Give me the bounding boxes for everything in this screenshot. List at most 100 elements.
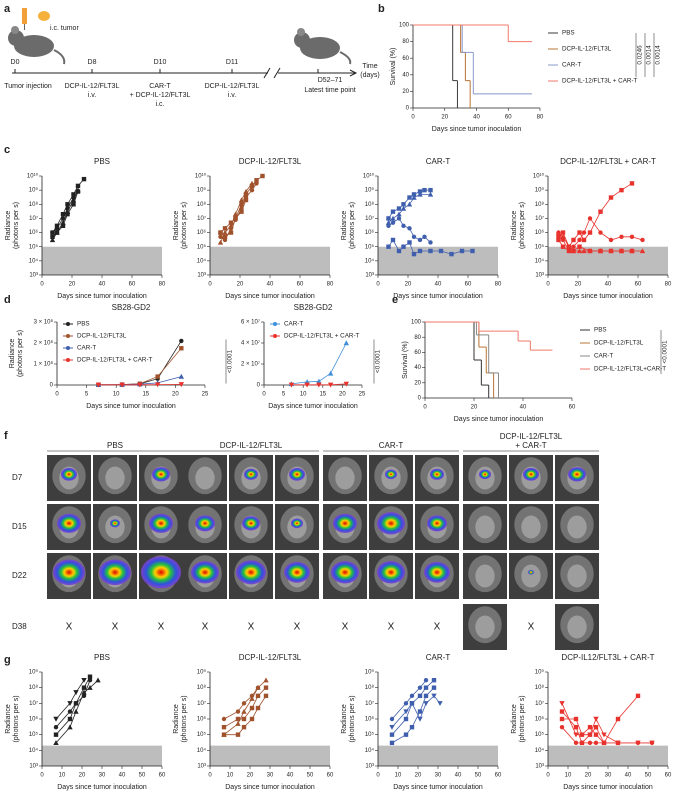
y-tick-label: 80 xyxy=(414,335,421,341)
data-point xyxy=(50,230,55,235)
x-tick-label: 60 xyxy=(665,773,672,779)
data-point xyxy=(640,237,645,243)
data-point xyxy=(316,378,322,384)
x-tick-label: 0 xyxy=(208,773,212,779)
bli-image xyxy=(415,455,459,501)
data-point xyxy=(221,724,227,730)
data-point xyxy=(411,251,417,257)
timeline-day: D0 xyxy=(11,59,20,66)
data-point xyxy=(427,191,434,197)
legend-label: PBS xyxy=(562,30,575,37)
data-point xyxy=(228,230,234,235)
signal-blob xyxy=(568,467,586,482)
data-point xyxy=(431,685,437,690)
y-tick-label: 10⁸ xyxy=(197,684,207,691)
timeline-event-text: DCP-IL-12/FLT3L xyxy=(205,83,260,90)
y-axis-label: Radiance xyxy=(9,339,16,369)
y-axis-label: Radiance xyxy=(341,704,348,734)
data-point xyxy=(629,181,635,186)
data-point xyxy=(593,724,599,730)
signal-blob xyxy=(424,561,450,583)
signal-blob xyxy=(479,469,491,480)
signal-blob xyxy=(195,515,215,532)
data-point xyxy=(559,701,565,707)
y-tick-label: 10⁴ xyxy=(535,747,545,754)
legend-marker xyxy=(66,358,70,362)
series-line xyxy=(558,239,632,252)
x-tick-label: 60 xyxy=(465,282,472,288)
bli-image xyxy=(415,553,459,599)
data-point xyxy=(560,244,566,249)
y-tick-label: 10⁹ xyxy=(365,669,375,676)
day-label: D38 xyxy=(12,622,27,631)
data-point xyxy=(401,202,406,207)
y-axis-label: Radiance xyxy=(341,211,348,241)
data-point xyxy=(154,382,161,388)
data-point xyxy=(417,248,423,254)
data-point xyxy=(81,176,87,182)
data-point xyxy=(327,370,334,376)
y-tick-label: 0 xyxy=(257,383,261,389)
data-point xyxy=(249,716,255,722)
series-line xyxy=(561,703,652,744)
data-point xyxy=(573,724,579,730)
detection-threshold xyxy=(378,745,498,766)
data-point xyxy=(577,230,582,235)
data-point xyxy=(593,740,599,746)
data-point xyxy=(255,685,261,690)
missing-mark: X xyxy=(248,622,255,633)
data-point xyxy=(73,690,79,696)
y-tick-label: 10⁵ xyxy=(365,731,375,738)
data-point xyxy=(221,732,227,737)
data-point xyxy=(417,716,423,722)
data-point xyxy=(639,248,646,254)
panel-label: c xyxy=(4,144,10,156)
x-tick-label: 20 xyxy=(441,115,448,121)
x-tick-label: 30 xyxy=(99,773,106,779)
signal-blob xyxy=(110,519,120,528)
missing-mark: X xyxy=(294,622,301,633)
legend-label: DCP-IL-12/FLT3L xyxy=(594,340,644,347)
bli-image xyxy=(47,455,91,501)
chart-title: SB28-GD2 xyxy=(112,303,151,312)
data-point xyxy=(559,709,565,714)
data-point xyxy=(390,215,396,221)
x-tick-label: 20 xyxy=(237,282,244,288)
data-point xyxy=(222,226,228,231)
timeline-day: D52–71 xyxy=(318,77,343,84)
signal-blob xyxy=(236,560,266,585)
data-point xyxy=(619,248,624,254)
injection-label: i.c. tumor xyxy=(50,25,79,32)
data-point xyxy=(389,740,395,746)
y-axis-label: (photons per s) xyxy=(17,330,24,377)
data-point xyxy=(409,724,415,730)
x-axis-label: Days since tumor inoculation xyxy=(393,293,483,300)
data-point xyxy=(233,216,238,221)
x-axis-label: Days since tumor inoculation xyxy=(393,784,483,791)
data-point xyxy=(417,237,423,243)
y-tick-label: 6 × 10⁷ xyxy=(241,319,260,326)
y-tick-label: 10¹⁰ xyxy=(195,173,207,180)
data-point xyxy=(65,206,70,211)
bli-image xyxy=(509,553,553,599)
data-point xyxy=(629,234,635,240)
data-point xyxy=(249,183,255,189)
day-label: D22 xyxy=(12,571,27,580)
data-point xyxy=(65,211,70,217)
mouse-icon xyxy=(8,26,66,65)
data-point xyxy=(401,244,406,249)
data-point xyxy=(75,189,81,194)
y-tick-label: 10⁸ xyxy=(365,201,375,208)
signal-blob xyxy=(99,559,131,586)
legend-marker xyxy=(273,334,277,338)
legend-marker xyxy=(66,346,70,350)
data-point xyxy=(389,732,395,737)
x-tick-label: 80 xyxy=(665,282,672,288)
data-point xyxy=(222,234,228,240)
timeline-axis xyxy=(12,67,358,79)
bli-image xyxy=(369,455,413,501)
panel-label: a xyxy=(4,3,11,15)
y-axis-label: Radiance xyxy=(173,211,180,241)
data-point xyxy=(470,248,475,254)
bli-image xyxy=(183,455,227,501)
